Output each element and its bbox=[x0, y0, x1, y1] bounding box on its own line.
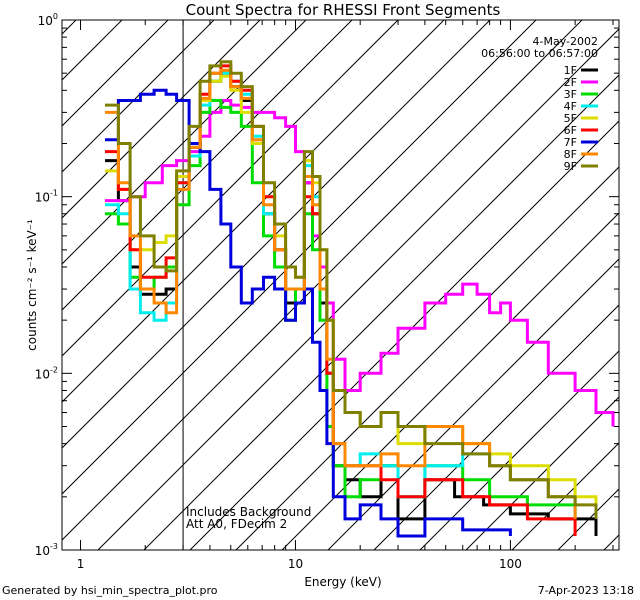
hatched-region bbox=[62, 20, 619, 550]
hatch-line bbox=[62, 20, 353, 311]
hatch-line bbox=[373, 304, 619, 550]
hatch-line bbox=[327, 258, 619, 550]
legend-label-8f: 8F bbox=[564, 148, 577, 161]
hatch-line bbox=[62, 20, 445, 403]
time-range-label: 06:56:00 to 06:57:00 bbox=[481, 47, 598, 60]
y-tick-label-1e-3: 10-3 bbox=[35, 542, 58, 558]
hatch-line bbox=[62, 20, 307, 265]
hatch-line bbox=[62, 20, 399, 357]
x-tick-label-10: 10 bbox=[288, 557, 303, 571]
legend-label-1f: 1F bbox=[564, 64, 577, 77]
hatch-line bbox=[465, 396, 619, 550]
annotation-attenuator: Att A0, FDecim 2 bbox=[186, 517, 287, 531]
y-tick-labels: 10-3 10-2 10-1 100 bbox=[35, 12, 58, 558]
axis-ticks bbox=[62, 19, 619, 551]
hatch-line bbox=[511, 442, 619, 550]
annotation-background: Includes Background bbox=[186, 505, 311, 519]
y-tick-label-1e0: 100 bbox=[38, 12, 58, 28]
hatch-line bbox=[281, 212, 619, 550]
footer-generated: Generated by hsi_min_spectra_plot.pro bbox=[2, 584, 218, 597]
plot-frame bbox=[61, 19, 620, 551]
legend-label-6f: 6F bbox=[564, 124, 577, 137]
hatch-line bbox=[62, 20, 261, 219]
hatch-line bbox=[62, 20, 215, 173]
legend-label-5f: 5F bbox=[564, 112, 577, 125]
x-tick-labels: 1 10 100 bbox=[77, 557, 522, 571]
series-line-8f bbox=[105, 68, 577, 519]
hatch-line bbox=[603, 534, 619, 550]
legend-label-3f: 3F bbox=[564, 88, 577, 101]
hatch-line bbox=[97, 28, 619, 550]
legend-label-4f: 4F bbox=[564, 100, 577, 113]
y-tick-label-1e-1: 10-1 bbox=[35, 189, 58, 205]
hatch-line bbox=[62, 20, 123, 81]
footer-timestamp: 7-Apr-2023 13:18 bbox=[537, 584, 634, 597]
hatch-line bbox=[235, 166, 619, 550]
x-tick-label-100: 100 bbox=[499, 557, 522, 571]
y-tick-label-1e-2: 10-2 bbox=[35, 365, 58, 381]
hatch-line bbox=[62, 20, 491, 449]
legend-label-9f: 9F bbox=[564, 160, 577, 173]
hatch-line bbox=[189, 120, 619, 550]
date-label: 4-May-2002 bbox=[533, 35, 598, 48]
x-axis-label: Energy (keV) bbox=[304, 575, 381, 589]
hatch-line bbox=[419, 350, 619, 550]
hatch-line bbox=[143, 74, 619, 550]
legend-label-7f: 7F bbox=[564, 136, 577, 149]
series-group bbox=[105, 60, 615, 538]
series-line-9f bbox=[105, 60, 598, 519]
y-axis-label: counts cm⁻² s⁻¹ keV⁻¹ bbox=[25, 219, 39, 351]
series-line-7f bbox=[105, 88, 512, 538]
legend-label-2f: 2F bbox=[564, 76, 577, 89]
x-tick-label-1: 1 bbox=[77, 557, 85, 571]
chart-title: Count Spectra for RHESSI Front Segments bbox=[186, 1, 501, 19]
series-line-2f bbox=[105, 99, 615, 427]
hatch-line bbox=[62, 20, 537, 495]
hatch-line bbox=[62, 20, 169, 127]
series-line-5f bbox=[105, 74, 598, 505]
hatch-line bbox=[62, 20, 583, 541]
